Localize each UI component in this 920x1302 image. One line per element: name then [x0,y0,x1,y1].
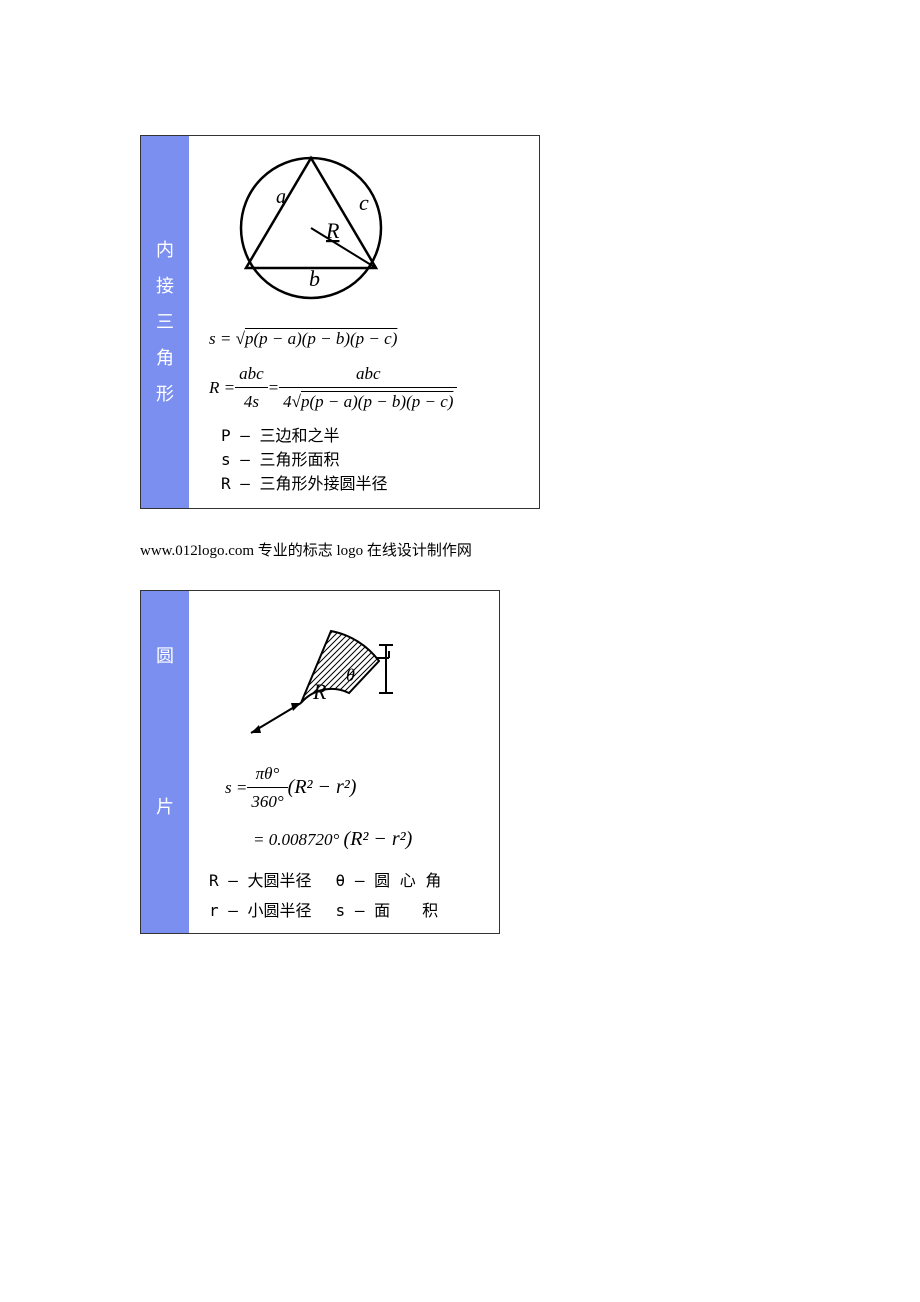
label-char: 圆 [156,638,174,674]
heron-radical: p(p − a)(p − b)(p − c) [245,325,397,352]
content-col-1: a c b R s = √p(p − a)(p − b)(p − c) R = … [189,136,473,508]
note-r-small: r – 小圆半径 [209,897,312,921]
formula-annulus-sector: s = πθ° 360° (R² − r²) [201,760,441,815]
eq-sign: = [268,374,279,401]
formula-annulus-numeric: = 0.008720° (R² − r²) [201,823,441,855]
inscribed-triangle-block: 内 接 三 角 形 a c b R s = √p(p − a)(p − b)(p… [140,135,540,509]
note-p: P – 三边和之半 [221,424,457,448]
frac-abc-heron: abc 4√p(p − a)(p − b)(p − c) [279,360,457,415]
content-col-2: R θ s = πθ° 360° (R² − r²) = 0.008720° [189,591,457,933]
label-char: 角 [156,340,174,376]
svg-text:a: a [276,186,286,208]
label-char: 接 [156,268,174,304]
label-char: 形 [156,376,174,412]
svg-text:R: R [312,679,327,704]
label-char: 片 [156,789,174,825]
frac-num3: πθ° [247,760,287,788]
formula-heron: s = √p(p − a)(p − b)(p − c) [201,325,457,352]
note-s: s – 三角形面积 [221,448,457,472]
R-eq: R = [209,374,235,401]
svg-text:θ: θ [346,665,355,685]
label-col-1: 内 接 三 角 形 [141,136,189,508]
frac-den2: 4√p(p − a)(p − b)(p − c) [279,388,457,415]
formula-lhs: s = [209,329,236,348]
label-char: 内 [156,232,174,268]
footer-url-text: www.012logo.com 专业的标志 logo 在线设计制作网 [140,539,920,560]
label-col-2: 圆 片 [141,591,189,933]
s-eq: s = [225,774,247,801]
note-R-big: R – 大圆半径 [209,867,312,891]
frac-num2: abc [279,360,457,388]
label-char: 三 [156,304,174,340]
note-s-area: s – 面 积 [336,897,442,921]
frac-abc-4s: abc 4s [235,360,268,415]
R2-r2-b: (R² − r²) [344,828,413,850]
annulus-notes: R – 大圆半径 θ – 圆 心 角 r – 小圆半径 s – 面 积 [201,867,441,921]
frac-pi-theta: πθ° 360° [247,760,287,815]
frac-den3: 360° [247,788,287,815]
svg-text:R: R [325,218,340,243]
frac-num: abc [235,360,268,388]
formula-circumradius: R = abc 4s = abc 4√p(p − a)(p − b)(p − c… [201,360,457,415]
note-R: R – 三角形外接圆半径 [221,472,457,496]
svg-text:c: c [359,190,369,215]
note-theta: θ – 圆 心 角 [336,867,442,891]
numeric-prefix: = 0.008720° [253,830,339,849]
annulus-sector-block: 圆 片 R θ [140,590,500,934]
svg-text:b: b [309,266,320,291]
frac-den: 4s [235,388,268,415]
triangle-notes: P – 三边和之半 s – 三角形面积 R – 三角形外接圆半径 [201,424,457,496]
inscribed-triangle-diagram: a c b R [211,148,457,313]
R2-r2: (R² − r²) [288,771,357,803]
annulus-sector-diagram: R θ [241,603,441,748]
